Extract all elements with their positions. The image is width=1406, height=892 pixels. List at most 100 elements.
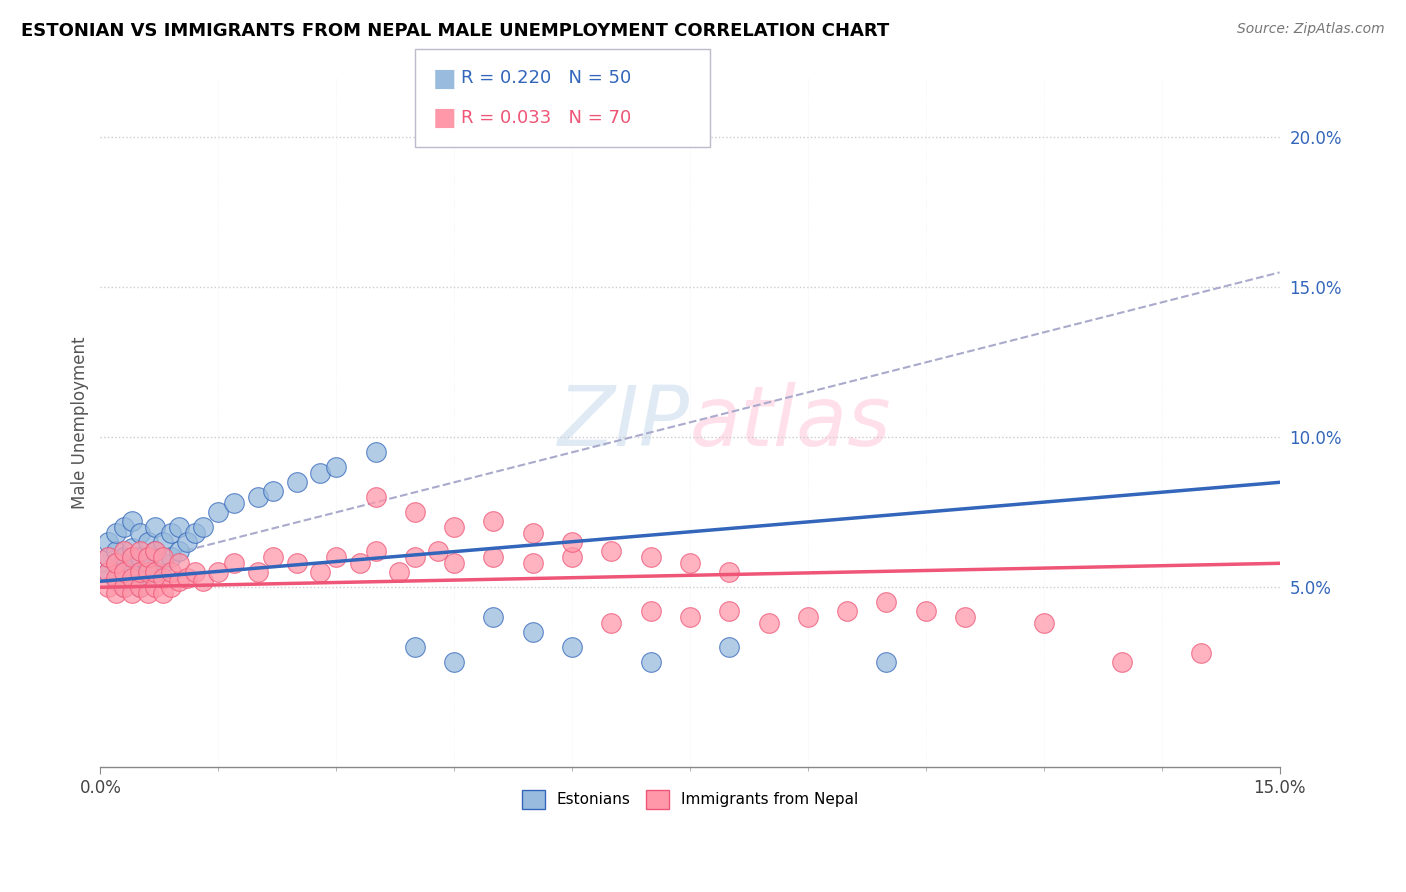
Point bbox=[121, 514, 143, 528]
Point bbox=[1032, 616, 1054, 631]
Text: ■: ■ bbox=[433, 106, 457, 129]
Point bbox=[364, 544, 387, 558]
Point bbox=[482, 514, 505, 528]
Point bbox=[97, 535, 120, 549]
Point bbox=[309, 467, 332, 481]
Point bbox=[152, 557, 174, 571]
Point bbox=[105, 526, 128, 541]
Point bbox=[167, 520, 190, 534]
Point bbox=[152, 550, 174, 565]
Point bbox=[207, 566, 229, 580]
Point bbox=[443, 520, 465, 534]
Point bbox=[797, 610, 820, 624]
Point bbox=[718, 604, 741, 618]
Point bbox=[183, 526, 205, 541]
Point bbox=[112, 566, 135, 580]
Point bbox=[128, 550, 150, 565]
Point bbox=[364, 445, 387, 459]
Point bbox=[758, 616, 780, 631]
Point bbox=[105, 586, 128, 600]
Point bbox=[105, 574, 128, 589]
Point bbox=[145, 544, 167, 558]
Point bbox=[443, 655, 465, 669]
Point bbox=[97, 550, 120, 565]
Text: ■: ■ bbox=[433, 67, 457, 90]
Y-axis label: Male Unemployment: Male Unemployment bbox=[72, 336, 89, 508]
Point bbox=[876, 655, 898, 669]
Point bbox=[121, 574, 143, 589]
Point bbox=[837, 604, 859, 618]
Point bbox=[136, 566, 159, 580]
Point bbox=[128, 544, 150, 558]
Point bbox=[262, 550, 284, 565]
Point bbox=[522, 557, 544, 571]
Point bbox=[191, 574, 214, 589]
Point bbox=[246, 566, 269, 580]
Point bbox=[152, 586, 174, 600]
Text: R = 0.220   N = 50: R = 0.220 N = 50 bbox=[461, 70, 631, 87]
Point bbox=[1189, 646, 1212, 660]
Point bbox=[222, 557, 245, 571]
Point bbox=[97, 566, 120, 580]
Point bbox=[128, 580, 150, 594]
Point bbox=[128, 566, 150, 580]
Point bbox=[112, 520, 135, 534]
Point bbox=[246, 491, 269, 505]
Point bbox=[160, 580, 183, 594]
Point bbox=[97, 580, 120, 594]
Point bbox=[152, 535, 174, 549]
Point bbox=[136, 571, 159, 585]
Point bbox=[121, 541, 143, 556]
Point bbox=[640, 550, 662, 565]
Point bbox=[349, 557, 371, 571]
Point bbox=[207, 505, 229, 519]
Point bbox=[404, 640, 426, 655]
Point bbox=[443, 557, 465, 571]
Point bbox=[121, 571, 143, 585]
Point bbox=[145, 544, 167, 558]
Text: R = 0.033   N = 70: R = 0.033 N = 70 bbox=[461, 109, 631, 127]
Point bbox=[136, 586, 159, 600]
Point bbox=[388, 566, 411, 580]
Point bbox=[167, 574, 190, 589]
Text: ZIP: ZIP bbox=[558, 382, 690, 463]
Point bbox=[136, 535, 159, 549]
Point bbox=[1111, 655, 1133, 669]
Point bbox=[136, 550, 159, 565]
Point bbox=[522, 625, 544, 640]
Point bbox=[105, 557, 128, 571]
Point bbox=[561, 550, 583, 565]
Point bbox=[145, 520, 167, 534]
Point bbox=[285, 475, 308, 490]
Text: atlas: atlas bbox=[690, 382, 891, 463]
Point bbox=[222, 496, 245, 510]
Point bbox=[121, 586, 143, 600]
Point bbox=[718, 640, 741, 655]
Point bbox=[522, 526, 544, 541]
Point bbox=[145, 566, 167, 580]
Point bbox=[482, 550, 505, 565]
Point bbox=[121, 550, 143, 565]
Point bbox=[105, 571, 128, 585]
Point bbox=[285, 557, 308, 571]
Point bbox=[876, 595, 898, 609]
Point bbox=[167, 557, 190, 571]
Point bbox=[640, 655, 662, 669]
Point bbox=[561, 535, 583, 549]
Point bbox=[183, 566, 205, 580]
Point bbox=[145, 580, 167, 594]
Point bbox=[112, 544, 135, 558]
Point bbox=[364, 491, 387, 505]
Point bbox=[325, 550, 347, 565]
Point bbox=[953, 610, 976, 624]
Point bbox=[176, 535, 198, 549]
Point bbox=[309, 566, 332, 580]
Point bbox=[112, 566, 135, 580]
Point bbox=[128, 580, 150, 594]
Point bbox=[167, 544, 190, 558]
Point bbox=[600, 544, 623, 558]
Point bbox=[914, 604, 936, 618]
Point bbox=[160, 550, 183, 565]
Point bbox=[97, 550, 120, 565]
Point bbox=[121, 559, 143, 574]
